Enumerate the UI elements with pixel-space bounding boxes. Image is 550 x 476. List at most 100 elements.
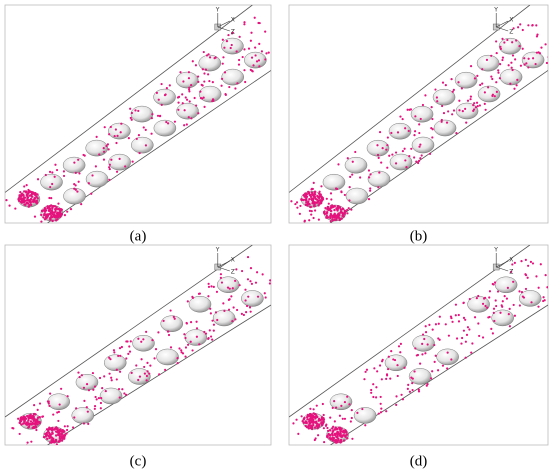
particle — [406, 387, 409, 391]
particle — [470, 351, 473, 354]
particle — [159, 114, 162, 117]
particle — [214, 311, 218, 314]
particle — [496, 290, 500, 293]
particle — [324, 206, 327, 210]
particle — [483, 102, 486, 105]
dimple — [521, 51, 545, 69]
particle — [53, 205, 57, 208]
particle — [406, 108, 409, 111]
particle — [506, 38, 509, 42]
particle — [399, 342, 403, 345]
particle — [237, 63, 241, 66]
particle — [310, 191, 314, 194]
particle — [220, 281, 224, 284]
particle — [495, 81, 498, 84]
particle — [343, 400, 347, 404]
particle — [93, 385, 97, 388]
axis-label: X — [231, 17, 235, 24]
particle — [142, 338, 145, 341]
particle — [447, 110, 450, 113]
particle — [501, 58, 504, 62]
particle — [137, 109, 140, 113]
particle — [424, 325, 427, 328]
dimple — [132, 334, 155, 352]
particle — [344, 428, 347, 432]
particle — [511, 41, 514, 44]
particle — [180, 349, 183, 352]
particle — [101, 387, 104, 390]
particle — [244, 299, 247, 302]
particle — [524, 287, 528, 291]
particle — [33, 403, 36, 407]
particle — [222, 302, 225, 305]
particle — [327, 208, 331, 212]
particle — [430, 377, 433, 380]
particle — [330, 214, 333, 217]
particle — [204, 332, 208, 335]
particle — [418, 131, 421, 135]
particle — [54, 163, 57, 166]
particle — [433, 343, 436, 347]
particle — [110, 379, 113, 382]
particle — [311, 423, 315, 427]
particle — [341, 211, 344, 215]
particle — [381, 358, 384, 361]
particle — [51, 432, 54, 435]
particle — [211, 81, 214, 84]
particle — [23, 419, 27, 423]
particle — [73, 187, 76, 190]
dimple — [455, 102, 479, 120]
particle — [30, 233, 32, 235]
particle — [521, 47, 524, 50]
particle — [234, 87, 237, 90]
particle — [341, 207, 345, 210]
particle — [514, 58, 517, 61]
particle — [531, 24, 534, 27]
particle — [385, 148, 388, 151]
particle — [51, 219, 54, 223]
particle — [386, 136, 389, 139]
particle — [394, 151, 398, 154]
particle — [424, 94, 427, 97]
particle — [279, 55, 281, 57]
particle — [346, 157, 349, 160]
particle — [316, 451, 318, 453]
particle — [481, 336, 485, 339]
dimple — [85, 170, 109, 188]
particle — [173, 317, 176, 320]
particle — [48, 209, 52, 213]
particle — [313, 202, 316, 206]
particle — [115, 170, 119, 173]
particle — [468, 328, 471, 331]
particle — [273, 285, 275, 287]
particle — [60, 387, 63, 390]
particle — [57, 419, 60, 423]
particle — [51, 426, 54, 430]
particle — [249, 280, 252, 283]
particle — [327, 202, 330, 205]
particle — [486, 306, 489, 309]
particle — [308, 209, 312, 212]
particle — [36, 197, 39, 200]
particle — [365, 368, 369, 371]
particle — [511, 54, 515, 57]
particle — [316, 426, 320, 429]
particle — [110, 376, 113, 379]
particle — [62, 174, 66, 178]
particle — [32, 456, 34, 458]
particle — [167, 333, 171, 337]
dimple — [408, 368, 432, 385]
panel: Y XZ — [288, 4, 549, 224]
particle — [183, 333, 186, 336]
dimple — [188, 295, 212, 313]
particle — [187, 116, 190, 119]
particle — [59, 214, 63, 217]
particle — [254, 46, 257, 49]
particle — [66, 210, 69, 213]
particle — [37, 420, 40, 424]
particle — [441, 81, 445, 84]
particle — [61, 429, 65, 432]
particle — [191, 60, 194, 63]
particle — [73, 161, 76, 164]
particle — [317, 434, 320, 437]
